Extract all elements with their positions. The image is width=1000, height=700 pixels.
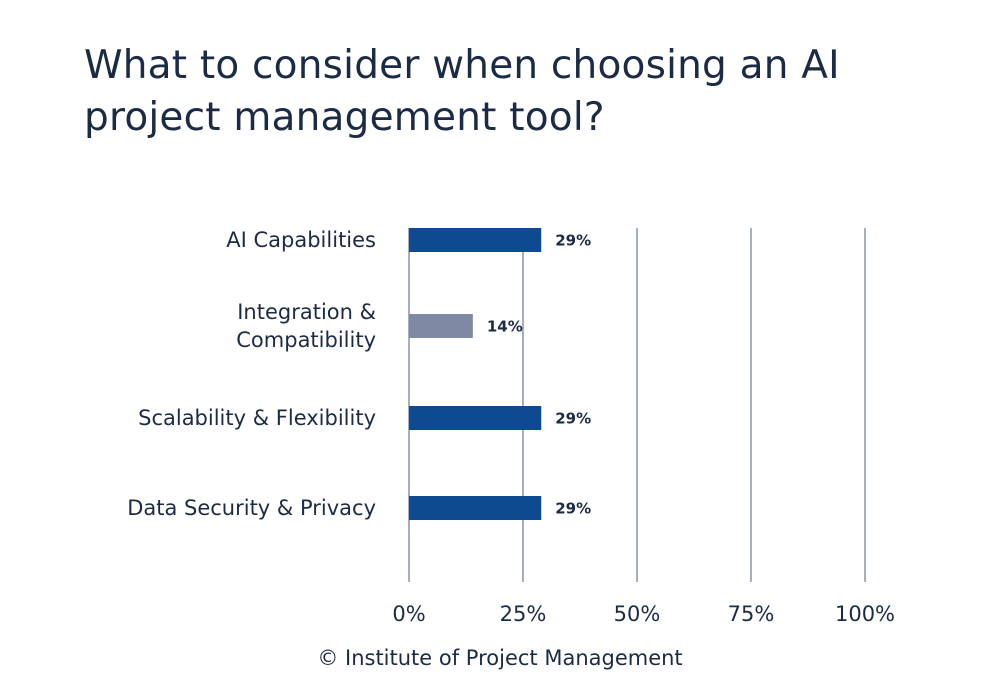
bar: [409, 228, 542, 252]
category-labels: AI Capabilities Integration & Compatibilit…: [127, 228, 376, 520]
x-axis-ticks: 0% 25% 50% 75% 100%: [392, 602, 895, 626]
x-tick-label: 25%: [500, 602, 547, 626]
x-tick-label: 50%: [614, 602, 661, 626]
category-label: Data Security & Privacy: [127, 496, 376, 520]
value-label: 29%: [555, 232, 591, 250]
gridlines: [408, 228, 866, 582]
x-tick-label: 100%: [835, 602, 895, 626]
bar: [409, 314, 473, 338]
value-label: 14%: [487, 318, 523, 336]
x-tick-label: 75%: [728, 602, 775, 626]
chart-title: What to consider when choosing an AI pro…: [84, 43, 840, 140]
value-labels: 29% 14% 29% 29%: [487, 232, 591, 518]
category-label: AI Capabilities: [226, 228, 376, 252]
category-label: Scalability & Flexibility: [138, 406, 376, 430]
category-label: Integration & Compatibility: [236, 300, 376, 352]
bars: [409, 228, 542, 520]
copyright-footer: © Institute of Project Management: [317, 646, 683, 670]
value-label: 29%: [555, 410, 591, 428]
bar: [409, 406, 542, 430]
x-tick-label: 0%: [392, 602, 425, 626]
bar: [409, 496, 542, 520]
value-label: 29%: [555, 500, 591, 518]
